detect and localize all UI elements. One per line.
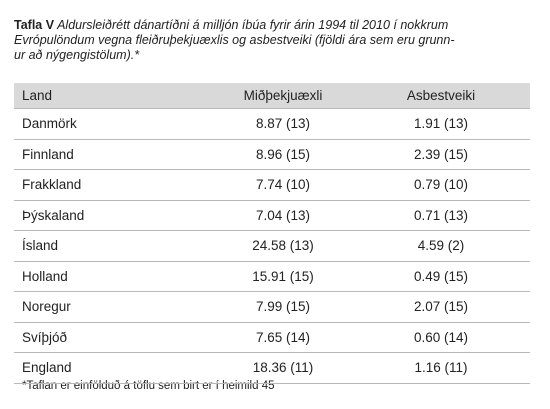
country-cell: Frakkland — [22, 177, 82, 192]
value-cell: 18.36 (11) — [252, 360, 314, 375]
row-divider — [14, 200, 530, 201]
row-divider — [14, 291, 530, 292]
value-cell: 7.65 (14) — [255, 330, 311, 345]
footnote: *Taflan er einfölduð á töflu sem birt er… — [22, 380, 275, 392]
value-cell: 15.91 (15) — [252, 269, 314, 284]
country-cell: Þýskaland — [22, 208, 85, 223]
value-cell: 0.79 (10) — [413, 177, 469, 192]
row-divider — [14, 169, 530, 170]
value-cell: 7.74 (10) — [255, 177, 311, 192]
header-cell: Land — [22, 88, 53, 103]
value-cell: 4.59 (2) — [417, 238, 465, 253]
caption-label: Tafla V — [14, 18, 55, 32]
value-cell: 2.39 (15) — [413, 147, 469, 162]
value-cell: 0.71 (13) — [413, 208, 469, 223]
table-bottom-rule — [14, 383, 530, 384]
country-cell: Danmörk — [22, 116, 77, 131]
value-cell: 8.87 (13) — [255, 116, 311, 131]
row-divider — [14, 139, 530, 140]
header-cell: Asbestveiki — [406, 88, 476, 103]
row-divider — [14, 230, 530, 231]
caption-text: Aldursleiðrétt dánartíðni á milljón íbúa… — [57, 18, 449, 32]
value-cell: 2.07 (15) — [413, 299, 469, 314]
value-cell: 1.91 (13) — [413, 116, 469, 131]
caption-text: Evrópulöndum vegna fleiðruþekjuæxlis og … — [14, 33, 455, 47]
value-cell: 0.60 (14) — [413, 330, 469, 345]
value-cell: 7.04 (13) — [255, 208, 311, 223]
value-cell: 8.96 (15) — [255, 147, 311, 162]
country-cell: Ísland — [22, 238, 59, 253]
row-divider — [14, 261, 530, 262]
value-cell: 24.58 (13) — [252, 238, 314, 253]
caption-line: Tafla V Aldursleiðrétt dánartíðni á mill… — [14, 18, 448, 33]
country-cell: Svíþjóð — [22, 330, 68, 345]
value-cell: 7.99 (15) — [255, 299, 311, 314]
row-divider — [14, 352, 530, 353]
country-cell: England — [22, 360, 72, 375]
country-cell: Noregur — [22, 299, 71, 314]
caption-text: ur að nýgengistölum).* — [14, 48, 140, 62]
header-cell: Miðþekjuæxli — [243, 88, 323, 103]
country-cell: Holland — [22, 269, 68, 284]
header-row — [14, 83, 530, 108]
value-cell: 0.49 (15) — [413, 269, 469, 284]
row-divider — [14, 322, 530, 323]
country-cell: Finnland — [22, 147, 74, 162]
row-divider — [14, 108, 530, 109]
value-cell: 1.16 (11) — [414, 360, 468, 375]
